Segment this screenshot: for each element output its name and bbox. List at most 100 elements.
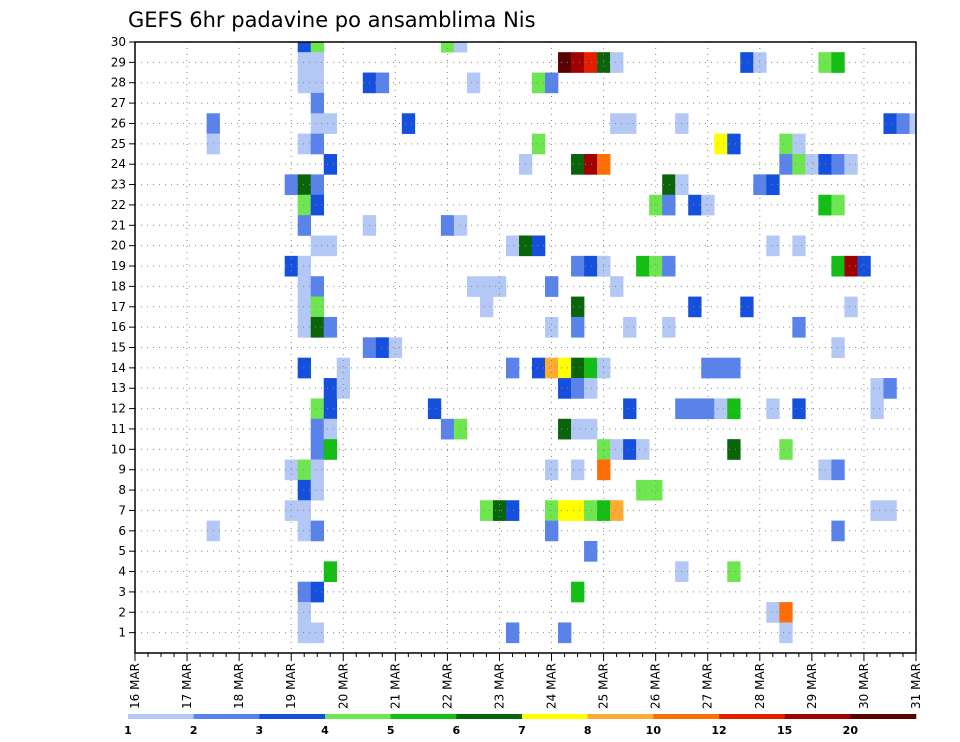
heatmap-cell [584, 540, 598, 562]
heatmap-cell [584, 500, 598, 521]
heatmap-cell [831, 255, 845, 277]
heatmap-cell [297, 296, 312, 318]
heatmap-cell [831, 154, 845, 175]
heatmap-cell [375, 72, 390, 94]
heatmap-cell [297, 52, 312, 73]
x-tick-label: 20 MAR [336, 663, 350, 709]
y-tick-label: 10 [111, 442, 126, 456]
heatmap-cell [571, 459, 585, 481]
y-tick-label: 17 [111, 300, 126, 314]
heatmap-cell [870, 500, 884, 521]
heatmap-cell [297, 255, 312, 277]
heatmap-cell [310, 581, 325, 603]
heatmap-cell [623, 316, 637, 338]
heatmap-cell [844, 296, 858, 318]
heatmap-cell [310, 174, 325, 196]
colorbar-segment [456, 714, 523, 719]
heatmap-cell [558, 622, 572, 644]
heatmap-cell [297, 174, 312, 196]
heatmap-cell [571, 255, 585, 277]
y-tick-label: 4 [118, 565, 126, 579]
heatmap-cell [323, 154, 338, 175]
heatmap-cell [297, 194, 312, 216]
heatmap-cell [779, 622, 793, 644]
heatmap-cell [558, 418, 572, 440]
heatmap-cell [571, 418, 585, 440]
heatmap-cell [662, 194, 676, 216]
y-tick-label: 25 [111, 137, 126, 151]
heatmap-cell [479, 296, 494, 318]
y-tick-label: 22 [111, 198, 126, 212]
heatmap-cell [740, 296, 754, 318]
heatmap-cell [453, 418, 468, 440]
y-tick-label: 29 [111, 55, 126, 69]
heatmap-cell [662, 316, 676, 338]
heatmap-cell [714, 133, 728, 155]
colorbar-segment [259, 714, 326, 719]
heatmap-cell [297, 133, 312, 155]
colorbar-segment [128, 714, 194, 719]
heatmap-cell [453, 215, 468, 236]
colorbar-label: 2 [190, 724, 198, 737]
heatmap-cell [870, 378, 884, 399]
heatmap-cell [310, 133, 325, 155]
heatmap-cell [297, 357, 312, 379]
heatmap-cell [584, 52, 598, 73]
y-tick-label: 30 [111, 35, 126, 49]
colorbar-label: 20 [843, 724, 859, 737]
heatmap-cell [323, 316, 338, 338]
heatmap-cell [727, 561, 741, 583]
heatmap-cell [310, 194, 325, 216]
colorbar-label: 15 [777, 724, 792, 737]
y-tick-label: 19 [111, 259, 126, 273]
heatmap-cell [805, 154, 819, 175]
colorbar-segment [850, 714, 917, 719]
heatmap-cell [636, 255, 650, 277]
y-tick-label: 15 [111, 341, 126, 355]
x-tick-label: 17 MAR [180, 663, 194, 709]
heatmap-cell [571, 581, 585, 603]
heatmap-cell [662, 174, 676, 196]
heatmap-cell [545, 276, 559, 297]
heatmap-cell [623, 439, 637, 460]
colorbar-segment [719, 714, 785, 719]
colorbar-segment [193, 714, 260, 719]
heatmap-cell [831, 459, 845, 481]
colorbar-segment [522, 714, 588, 719]
heatmap-cell [558, 500, 572, 521]
heatmap-cell [545, 72, 559, 94]
heatmap-cell [870, 398, 884, 420]
y-tick-label: 5 [118, 544, 126, 558]
y-tick-label: 2 [118, 605, 126, 619]
heatmap-cell [323, 378, 338, 399]
x-tick-label: 16 MAR [128, 663, 142, 709]
heatmap-cell [310, 459, 325, 481]
heatmap-cell [323, 398, 338, 420]
heatmap-cell [792, 154, 806, 175]
colorbar-label: 1 [124, 724, 132, 737]
colorbar-segment [325, 714, 391, 719]
heatmap-cell [310, 439, 325, 460]
heatmap-cell [701, 194, 715, 216]
heatmap-cell [610, 52, 624, 73]
heatmap-cell [427, 398, 442, 420]
heatmap-cell [909, 113, 917, 134]
heatmap-cell [649, 194, 663, 216]
x-axis: 16 MAR 17 MAR 18 MAR 19 MAR 20 MAR 21 MAR 22 M… [128, 653, 923, 709]
heatmap-cell [623, 113, 637, 134]
heatmap-cell [831, 337, 845, 358]
heatmap-cell [883, 113, 897, 134]
heatmap-cell [466, 276, 481, 297]
heatmap-cells [206, 42, 917, 644]
heatmap-cell [297, 72, 312, 94]
heatmap-cell [766, 398, 780, 420]
heatmap-cell [701, 357, 715, 379]
heatmap-cell [336, 357, 351, 379]
x-tick-label: 27 MAR [701, 663, 715, 709]
y-tick-label: 23 [111, 178, 126, 192]
heatmap-cell [310, 72, 325, 94]
heatmap-cell [532, 357, 546, 379]
y-tick-label: 20 [111, 239, 126, 253]
heatmap-cell [505, 622, 520, 644]
x-tick-label: 24 MAR [545, 663, 559, 709]
